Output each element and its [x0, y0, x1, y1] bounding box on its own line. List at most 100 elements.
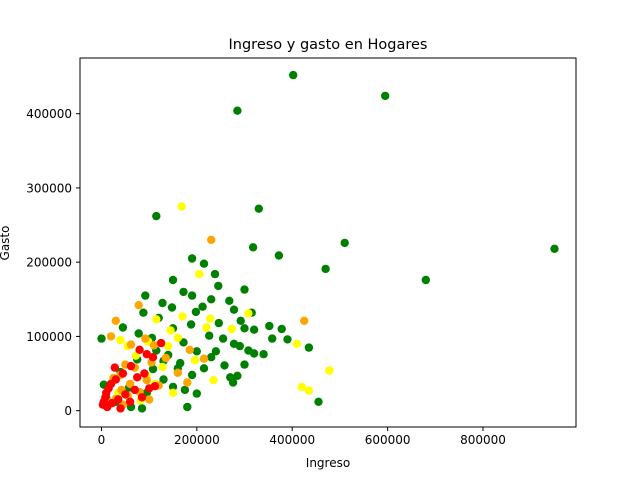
data-point: [173, 333, 182, 343]
data-point: [150, 382, 160, 391]
data-point: [205, 331, 214, 340]
data-point: [233, 106, 242, 115]
data-point: [229, 305, 239, 314]
data-point: [240, 360, 249, 369]
data-point: [152, 315, 161, 324]
data-point: [118, 323, 128, 332]
data-point: [209, 376, 218, 385]
x-tick-label: 400000: [269, 433, 315, 447]
data-point: [236, 316, 245, 325]
x-tick-label: 200000: [174, 433, 220, 447]
data-point: [218, 334, 228, 343]
data-point: [130, 385, 139, 395]
data-point: [187, 291, 197, 300]
data-point: [183, 378, 192, 387]
ticks-layer: 0 200000 400000 600000 800000 0 100000 200000 30…: [26, 107, 506, 447]
data-point: [111, 316, 121, 325]
data-point: [325, 366, 334, 375]
y-tick-label: 100000: [26, 330, 72, 344]
data-point: [195, 269, 204, 279]
data-point: [125, 379, 135, 389]
data-point: [110, 363, 120, 372]
data-point: [244, 309, 253, 318]
data-point: [321, 264, 330, 274]
y-tick-label: 0: [64, 404, 72, 418]
data-point: [139, 308, 148, 317]
data-point: [158, 362, 167, 372]
data-point: [179, 287, 188, 297]
data-point: [191, 307, 201, 317]
data-point: [118, 369, 128, 378]
data-point: [198, 302, 207, 311]
data-point: [227, 324, 236, 334]
data-point: [248, 243, 258, 252]
data-point: [125, 397, 135, 406]
data-point: [381, 91, 390, 101]
data-point: [207, 353, 216, 362]
data-point: [268, 334, 277, 343]
data-point: [176, 358, 185, 368]
data-point: [289, 70, 298, 80]
data-point: [207, 295, 216, 304]
data-point: [137, 404, 147, 413]
data-point: [283, 335, 292, 344]
data-point: [187, 370, 197, 380]
data-point: [225, 296, 234, 305]
data-point: [140, 369, 149, 378]
points-layer: [97, 70, 559, 413]
data-point: [167, 303, 177, 312]
x-axis-label: Ingreso: [306, 456, 350, 470]
data-point: [106, 332, 116, 341]
data-point: [164, 341, 173, 351]
data-point: [240, 285, 249, 294]
y-axis-label: Gasto: [0, 226, 12, 261]
data-point: [206, 314, 215, 323]
data-point: [254, 204, 263, 213]
data-point: [173, 368, 182, 377]
data-point: [304, 343, 314, 352]
data-point: [249, 349, 259, 358]
data-point: [259, 350, 268, 359]
data-point: [190, 356, 200, 365]
y-tick-label: 200000: [26, 256, 72, 270]
data-point: [211, 347, 221, 356]
data-point: [168, 382, 178, 392]
data-point: [304, 386, 314, 395]
x-tick-label: 800000: [460, 433, 506, 447]
data-point: [178, 312, 187, 321]
data-point: [116, 404, 125, 413]
data-point: [220, 361, 229, 370]
data-point: [265, 321, 274, 331]
data-point: [152, 211, 161, 221]
data-point: [179, 338, 188, 347]
data-point: [149, 341, 159, 350]
data-point: [126, 361, 136, 371]
data-point: [183, 402, 192, 412]
data-point: [126, 340, 136, 349]
data-point: [159, 375, 168, 384]
data-point: [114, 395, 123, 404]
data-point: [202, 323, 211, 332]
data-point: [228, 378, 238, 387]
data-point: [141, 291, 150, 300]
data-point: [134, 301, 143, 310]
data-point: [166, 326, 175, 335]
data-point: [180, 385, 190, 395]
x-tick-label: 0: [98, 433, 106, 447]
data-point: [168, 388, 178, 397]
data-point: [550, 244, 559, 253]
data-point: [207, 235, 216, 245]
data-point: [277, 324, 286, 334]
data-point: [199, 364, 209, 373]
data-point: [133, 373, 142, 382]
data-point: [97, 334, 106, 343]
data-point: [297, 382, 306, 392]
data-point: [214, 318, 223, 328]
data-point: [187, 254, 197, 263]
plot-frame: [79, 57, 577, 428]
data-point: [156, 338, 166, 348]
data-point: [292, 339, 302, 348]
data-point: [214, 281, 223, 291]
